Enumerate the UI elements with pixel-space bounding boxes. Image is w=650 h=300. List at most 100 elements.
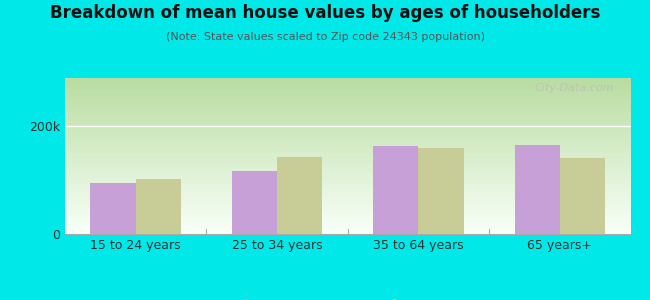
Bar [65, 84, 630, 86]
Bar [65, 208, 630, 209]
Bar [560, 158, 605, 234]
Bar [65, 140, 630, 142]
Text: (Note: State values scaled to Zip code 24343 population): (Note: State values scaled to Zip code 2… [166, 32, 484, 41]
Text: City-Data.com: City-Data.com [534, 83, 614, 93]
Bar [65, 133, 630, 134]
Bar [65, 103, 630, 104]
Bar [65, 164, 630, 165]
Bar [65, 116, 630, 117]
Bar [419, 148, 463, 234]
Bar [65, 228, 630, 229]
Bar [65, 156, 630, 158]
Bar [65, 98, 630, 100]
Bar [65, 87, 630, 89]
Bar [65, 195, 630, 196]
Bar [65, 182, 630, 184]
Bar [65, 225, 630, 226]
Bar [373, 146, 419, 234]
Bar [65, 223, 630, 225]
Bar [65, 206, 630, 208]
Bar [65, 158, 630, 159]
Bar [65, 137, 630, 139]
Bar [65, 209, 630, 211]
Bar [65, 80, 630, 81]
Bar [65, 178, 630, 179]
Bar [65, 189, 630, 190]
Bar [65, 167, 630, 169]
Bar [65, 114, 630, 116]
Bar [65, 221, 630, 223]
Bar [65, 142, 630, 143]
Bar [65, 134, 630, 136]
Bar [65, 81, 630, 83]
Bar [65, 214, 630, 215]
Bar [65, 229, 630, 231]
Bar [65, 97, 630, 98]
Bar [65, 154, 630, 156]
Bar [65, 170, 630, 172]
Bar [65, 125, 630, 126]
Bar [65, 104, 630, 106]
Bar [277, 157, 322, 234]
Bar [65, 153, 630, 154]
Bar [65, 162, 630, 164]
Bar [65, 172, 630, 173]
Bar [65, 217, 630, 218]
Bar [65, 215, 630, 217]
Bar [65, 92, 630, 94]
Bar [65, 94, 630, 95]
Bar [65, 231, 630, 232]
Bar [65, 86, 630, 87]
Bar [65, 118, 630, 120]
Text: Breakdown of mean house values by ages of householders: Breakdown of mean house values by ages o… [50, 4, 600, 22]
Bar [65, 190, 630, 192]
Bar [65, 186, 630, 187]
Bar [65, 165, 630, 167]
Bar [65, 196, 630, 198]
Bar [65, 226, 630, 228]
Bar [65, 83, 630, 84]
Bar [65, 111, 630, 112]
Bar [65, 220, 630, 221]
Bar [65, 128, 630, 130]
Bar [65, 148, 630, 150]
Bar [65, 147, 630, 148]
Bar [65, 161, 630, 162]
Bar [65, 203, 630, 204]
Bar [65, 78, 630, 80]
Bar [65, 218, 630, 220]
Bar [65, 198, 630, 200]
Bar [65, 95, 630, 97]
Bar [65, 151, 630, 153]
Bar [65, 204, 630, 206]
Bar [65, 117, 630, 118]
Bar [65, 112, 630, 114]
Bar [65, 100, 630, 101]
Bar [65, 212, 630, 214]
Bar [65, 122, 630, 123]
Bar [65, 101, 630, 103]
Bar [65, 179, 630, 181]
Bar [65, 109, 630, 111]
Bar [65, 159, 630, 161]
Bar [65, 145, 630, 147]
Bar [136, 178, 181, 234]
Bar [65, 173, 630, 175]
Legend: Zip code 24343, Virginia: Zip code 24343, Virginia [227, 294, 469, 300]
Bar [65, 143, 630, 145]
Bar [65, 91, 630, 92]
Bar [65, 201, 630, 203]
Bar [65, 184, 630, 186]
Bar [65, 187, 630, 189]
Bar [65, 89, 630, 91]
Bar [65, 126, 630, 128]
Bar [232, 170, 277, 234]
Bar [65, 131, 630, 133]
Bar [65, 176, 630, 178]
Bar [65, 194, 630, 195]
Bar [515, 145, 560, 234]
Bar [65, 200, 630, 201]
Bar [90, 183, 136, 234]
Bar [65, 175, 630, 176]
Bar [65, 181, 630, 182]
